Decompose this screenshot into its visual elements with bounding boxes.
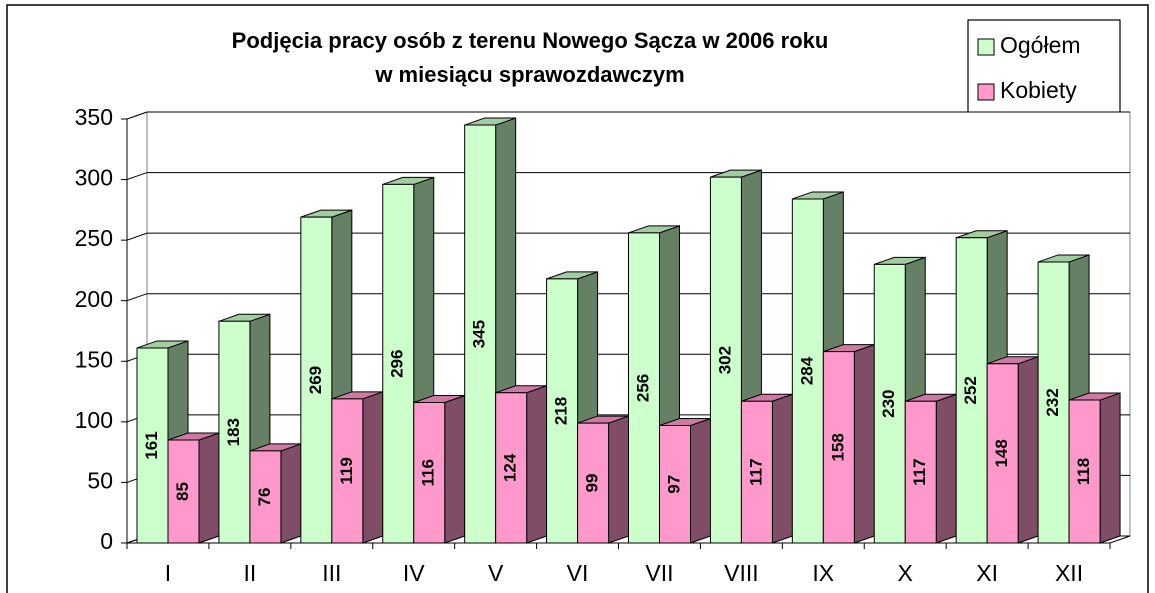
y-tick-label: 200	[75, 286, 113, 312]
data-label: 85	[173, 482, 192, 501]
data-label: 296	[388, 350, 407, 378]
data-label: 232	[1043, 388, 1062, 416]
legend-swatch	[977, 38, 995, 56]
data-label: 119	[337, 457, 356, 484]
bar-front	[249, 450, 282, 544]
bar-side	[1017, 356, 1039, 544]
data-label: 118	[1074, 458, 1093, 485]
data-label: 117	[910, 458, 929, 485]
y-tick-label: 0	[100, 528, 113, 554]
data-label: 345	[470, 320, 489, 348]
bar-side	[444, 394, 466, 544]
bar-front	[986, 363, 1019, 544]
bar	[822, 343, 875, 544]
grid-line	[126, 172, 1130, 181]
bar-side	[771, 393, 793, 544]
x-tick-label: VI	[567, 560, 589, 586]
data-label: 148	[992, 439, 1011, 467]
x-tick-label: XII	[1055, 560, 1083, 586]
bar	[495, 385, 548, 544]
bar	[413, 394, 466, 544]
bar	[167, 432, 220, 544]
bar	[249, 443, 302, 544]
bar-front	[331, 398, 364, 544]
y-tick-label: 100	[75, 407, 113, 433]
bar	[904, 393, 957, 544]
bar-front	[740, 400, 773, 544]
data-label: 124	[501, 453, 520, 482]
data-label: 252	[961, 376, 980, 404]
legend-label: Ogółem	[1000, 32, 1081, 58]
bar-front	[167, 439, 200, 544]
legend	[967, 19, 1121, 121]
bar	[1068, 392, 1121, 544]
data-label: 76	[255, 488, 274, 507]
data-label: 302	[715, 346, 734, 374]
chart-title: w miesiącu sprawozdawczym	[374, 62, 684, 87]
bar	[659, 417, 711, 544]
bar-front	[1068, 399, 1101, 544]
x-tick-label: VII	[645, 560, 673, 586]
legend-swatch	[977, 83, 995, 101]
x-tick-label: II	[243, 560, 256, 586]
chart-title: Podjęcia pracy osób z terenu Nowego Sącz…	[232, 28, 829, 53]
data-label: 99	[583, 474, 602, 493]
data-label: 183	[224, 418, 243, 446]
bar-side	[853, 343, 875, 544]
y-tick-label: 350	[75, 104, 113, 130]
bar-front	[495, 392, 528, 544]
data-label: 158	[828, 433, 847, 461]
data-label: 97	[664, 475, 683, 494]
data-label: 117	[746, 458, 765, 485]
legend-label: Kobiety	[1000, 77, 1077, 103]
bar-side	[608, 415, 630, 544]
bar-side	[526, 385, 548, 544]
data-label: 230	[879, 389, 898, 417]
bar-front	[577, 422, 610, 544]
bar-side	[1099, 392, 1121, 544]
data-label: 116	[419, 459, 438, 486]
bar-front	[904, 400, 937, 544]
y-tick-label: 50	[87, 468, 113, 494]
bar	[986, 356, 1039, 544]
data-label: 284	[797, 356, 816, 385]
x-tick-label: XI	[976, 560, 998, 586]
x-tick-label: IX	[812, 560, 834, 586]
bar-side	[362, 391, 384, 544]
data-label: 218	[552, 397, 571, 425]
bar-front	[822, 351, 855, 544]
x-tick-label: X	[898, 560, 913, 586]
grid-line	[126, 111, 1130, 120]
bar-side	[280, 443, 302, 544]
bar-front	[413, 401, 446, 544]
y-tick-label: 300	[75, 165, 113, 191]
x-tick-label: VIII	[724, 560, 759, 586]
bar-front	[659, 424, 691, 544]
y-tick-label: 150	[75, 346, 113, 372]
y-tick-label: 250	[75, 225, 113, 251]
x-tick-label: III	[322, 560, 341, 586]
bar-side	[198, 432, 220, 544]
bar	[577, 415, 630, 544]
x-tick-label: V	[488, 560, 504, 586]
bar-side	[690, 417, 711, 544]
data-label: 161	[142, 431, 161, 459]
x-tick-label: I	[165, 560, 171, 586]
data-label: 269	[306, 366, 325, 394]
bar	[331, 391, 384, 544]
data-label: 256	[633, 374, 652, 402]
bar-side	[935, 393, 957, 544]
x-tick-label: IV	[403, 560, 425, 586]
